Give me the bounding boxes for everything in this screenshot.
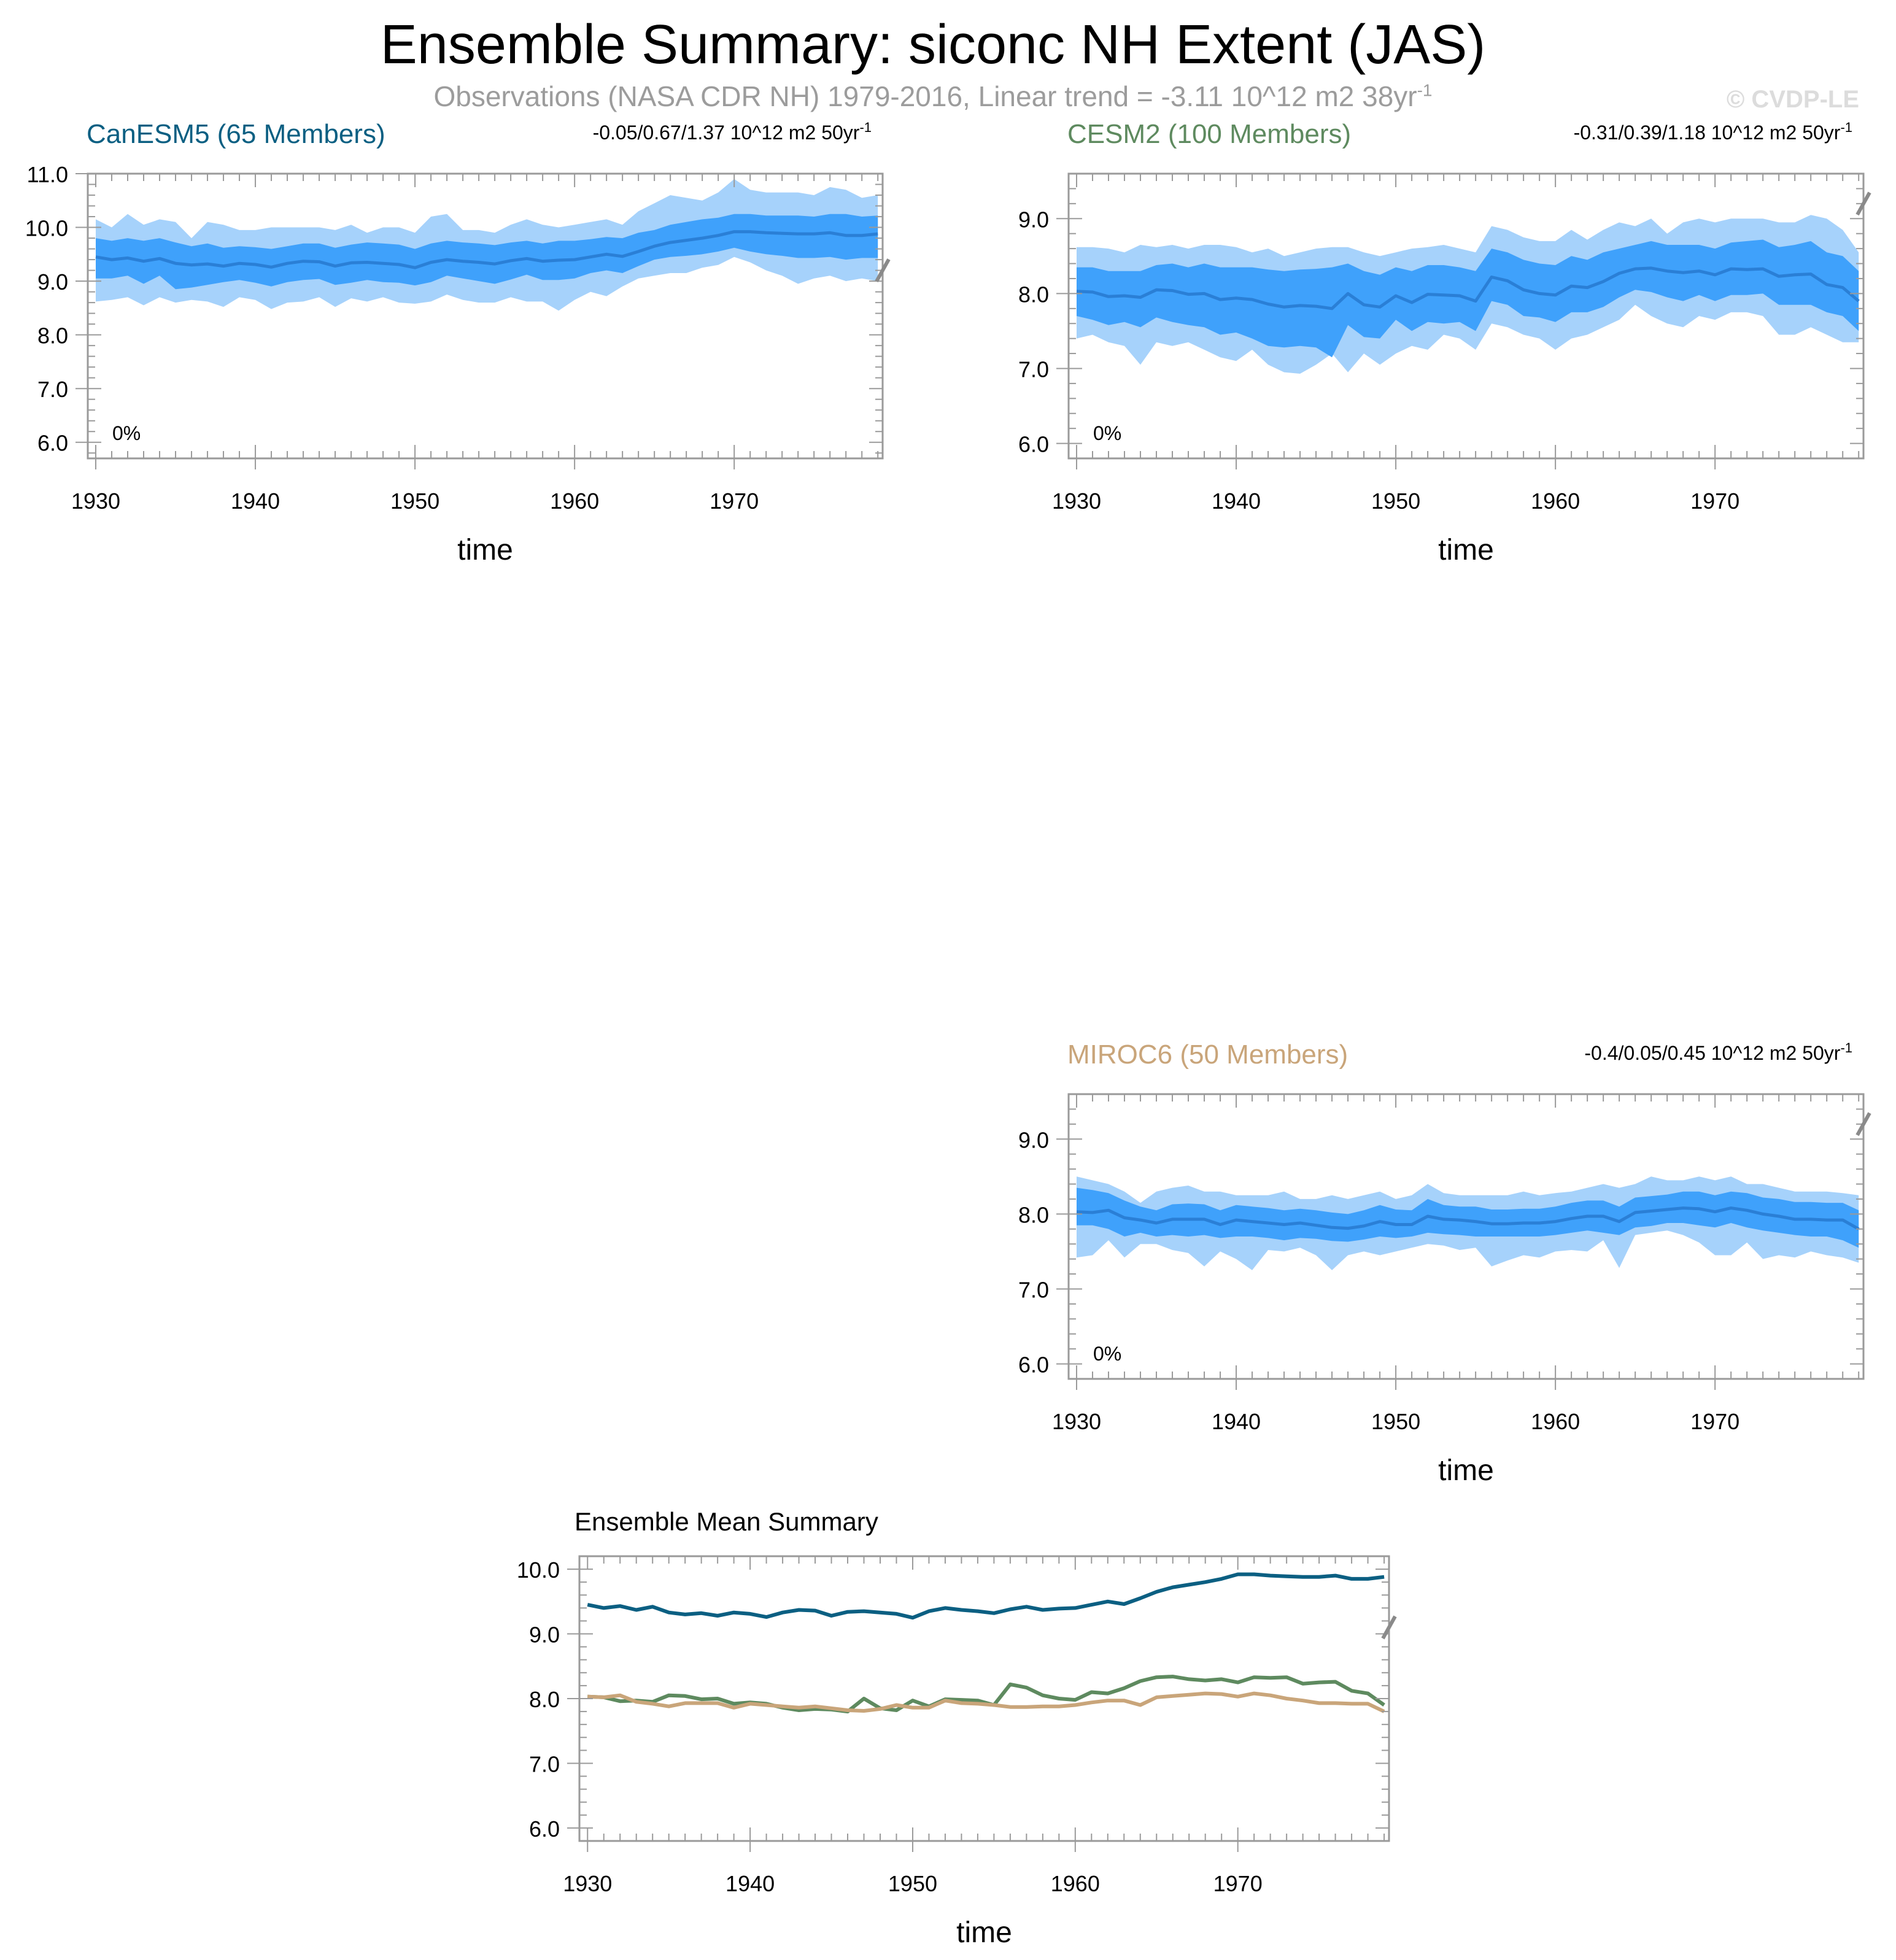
cesm2-ytick-label: 8.0: [1018, 282, 1049, 307]
subtitle-text: Observations (NASA CDR NH) 1979-2016, Li…: [433, 80, 1417, 112]
miroc6-xtick-label: 1930: [1052, 1409, 1101, 1434]
cesm2-ytick-label: 6.0: [1018, 432, 1049, 457]
cesm2-ytick-label: 7.0: [1018, 357, 1049, 382]
cesm2-xtick-label: 1960: [1531, 488, 1580, 514]
canesm5-xtick-label: 1940: [231, 488, 280, 514]
mean-series-miroc6: [587, 1691, 1385, 1713]
miroc6-ytick-label: 8.0: [1018, 1202, 1049, 1227]
chart-canesm5: 6.0 7.0 8.0 9.0 10.0 11.0 1930 1940 1950 1960 1970…: [25, 119, 891, 566]
cesm2-panel-title: CESM2 (100 Members): [1067, 119, 1351, 149]
chart-miroc6: 6.0 7.0 8.0 9.0 1930 1940 1950 1960 1970 time MIRO…: [1018, 1040, 1871, 1487]
miroc6-xtick-label: 1960: [1531, 1409, 1580, 1434]
cesm2-plot-frame: [1067, 172, 1865, 460]
miroc6-ytick-label: 7.0: [1018, 1277, 1049, 1302]
miroc6-panel-title: MIROC6 (50 Members): [1067, 1040, 1348, 1070]
canesm5-ytick-label: 9.0: [37, 269, 68, 295]
cesm2-data: [1076, 215, 1860, 374]
cesm2-xtick-label: 1940: [1212, 488, 1261, 514]
canesm5-ytick-label: 7.0: [37, 377, 68, 402]
canesm5-ytick-label: 10.0: [25, 216, 68, 241]
miroc6-xtick-label: 1940: [1212, 1409, 1261, 1434]
cesm2-trend-label: -0.31/0.39/1.18 10^12 m2 50yr-1: [1574, 120, 1852, 144]
canesm5-ytick-label: 8.0: [37, 323, 68, 349]
mean-ytick-label: 9.0: [529, 1622, 560, 1648]
miroc6-xtick-label: 1950: [1371, 1409, 1420, 1434]
copyright-watermark: © CVDP-LE: [1726, 86, 1859, 113]
canesm5-obs-marker: [875, 258, 891, 283]
canesm5-panel-title: CanESM5 (65 Members): [87, 119, 385, 149]
mean-xtick-label: 1970: [1213, 1871, 1263, 1896]
cesm2-percent-annotation: 0%: [1093, 422, 1121, 444]
canesm5-mean-line: [95, 230, 878, 269]
mean-ytick-label: 8.0: [529, 1687, 560, 1712]
mean-obs-marker: [1381, 1615, 1397, 1640]
canesm5-inner-band: [96, 214, 878, 290]
miroc6-plot-frame: [1067, 1093, 1865, 1380]
page-title: Ensemble Summary: siconc NH Extent (JAS): [380, 14, 1486, 75]
miroc6-xtick-label: 1970: [1690, 1409, 1739, 1434]
cesm2-ytick-label: 9.0: [1018, 207, 1049, 232]
canesm5-ytick-label: 11.0: [27, 162, 68, 187]
canesm5-xtick-label: 1930: [71, 488, 120, 514]
miroc6-ytick-label: 6.0: [1018, 1352, 1049, 1378]
canesm5-data: [95, 179, 878, 311]
cesm2-obs-marker: [1855, 191, 1871, 216]
mean-data: [587, 1572, 1385, 1714]
mean-xtick-label: 1940: [726, 1871, 775, 1896]
canesm5-xlabel: time: [457, 534, 513, 566]
miroc6-inner-band: [1077, 1187, 1859, 1248]
canesm5-xtick-label: 1960: [550, 488, 599, 514]
canesm5-trend-label: -0.05/0.67/1.37 10^12 m2 50yr-1: [593, 120, 872, 144]
subtitle-superscript: -1: [1417, 80, 1433, 100]
mean-panel-title: Ensemble Mean Summary: [575, 1507, 878, 1536]
mean-xtick-label: 1950: [888, 1871, 937, 1896]
mean-ytick-label: 10.0: [517, 1557, 560, 1583]
canesm5-ytick-label: 6.0: [37, 431, 68, 456]
mean-xlabel: time: [956, 1916, 1012, 1949]
cesm2-xlabel: time: [1438, 534, 1494, 566]
miroc6-percent-annotation: 0%: [1093, 1343, 1121, 1365]
cesm2-xtick-label: 1930: [1052, 488, 1101, 514]
mean-ytick-label: 6.0: [529, 1816, 560, 1842]
miroc6-obs-marker: [1855, 1112, 1871, 1136]
cesm2-xtick-label: 1950: [1371, 488, 1420, 514]
miroc6-mean-line: [1076, 1206, 1860, 1230]
miroc6-data: [1076, 1176, 1860, 1270]
miroc6-trend-label: -0.4/0.05/0.45 10^12 m2 50yr-1: [1584, 1040, 1852, 1064]
cesm2-mean-line: [1076, 266, 1860, 311]
miroc6-ytick-label: 9.0: [1018, 1127, 1049, 1152]
canesm5-plot-frame: [87, 172, 884, 460]
miroc6-xlabel: time: [1438, 1454, 1494, 1487]
cesm2-xtick-label: 1970: [1690, 488, 1739, 514]
chart-cesm2: 6.0 7.0 8.0 9.0 1930 1940 1950 1960 1970 time CESM…: [1018, 119, 1871, 566]
canesm5-percent-annotation: 0%: [112, 422, 141, 444]
canesm5-xtick-label: 1950: [390, 488, 439, 514]
mean-xtick-label: 1960: [1051, 1871, 1100, 1896]
chart-mean: 6.0 7.0 8.0 9.0 10.0 1930 1940 1950 1960 1970 time…: [517, 1507, 1397, 1949]
mean-ytick-label: 7.0: [529, 1751, 560, 1777]
mean-xtick-label: 1930: [563, 1871, 612, 1896]
canesm5-xtick-label: 1970: [710, 488, 759, 514]
mean-series-canesm5: [587, 1572, 1385, 1620]
page-subtitle: Observations (NASA CDR NH) 1979-2016, Li…: [0, 80, 1866, 113]
